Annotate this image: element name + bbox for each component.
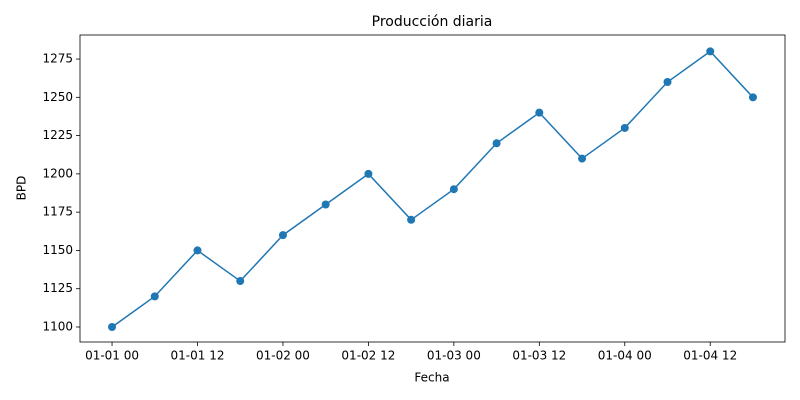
y-tick-label: 1225 xyxy=(42,128,73,142)
y-tick-label: 1150 xyxy=(42,243,73,257)
y-tick-label: 1125 xyxy=(42,281,73,295)
chart-title: Producción diaria xyxy=(372,14,493,30)
x-tick-label: 01-01 00 xyxy=(85,349,139,363)
x-tick-label: 01-04 00 xyxy=(598,349,652,363)
y-tick-label: 1200 xyxy=(42,166,73,180)
marker xyxy=(492,139,501,148)
marker xyxy=(150,292,159,301)
y-tick-label: 1175 xyxy=(42,205,73,219)
plot-frame xyxy=(79,34,786,343)
marker xyxy=(663,78,672,87)
x-tick-label: 01-01 12 xyxy=(171,349,225,363)
x-axis-label: Fecha xyxy=(414,371,449,385)
x-tick-label: 01-04 12 xyxy=(683,349,737,363)
marker xyxy=(108,322,117,331)
marker xyxy=(535,108,544,117)
x-tick-label: 01-03 00 xyxy=(427,349,481,363)
marker xyxy=(407,215,416,224)
marker xyxy=(278,231,287,240)
marker xyxy=(449,185,458,194)
marker xyxy=(321,200,330,209)
y-tick-label: 1100 xyxy=(42,319,73,333)
y-tick-label: 1250 xyxy=(42,90,73,104)
x-tick-label: 01-03 12 xyxy=(512,349,566,363)
y-tick-label: 1275 xyxy=(42,52,73,66)
marker xyxy=(578,154,587,163)
line xyxy=(111,50,754,328)
y-axis-label: BPD xyxy=(15,176,29,201)
marker xyxy=(748,93,757,102)
marker xyxy=(706,47,715,56)
x-tick-label: 01-02 12 xyxy=(341,349,395,363)
marker xyxy=(364,169,373,178)
marker xyxy=(620,123,629,132)
marker xyxy=(193,246,202,255)
x-tick-label: 01-02 00 xyxy=(256,349,310,363)
marker xyxy=(236,277,245,286)
